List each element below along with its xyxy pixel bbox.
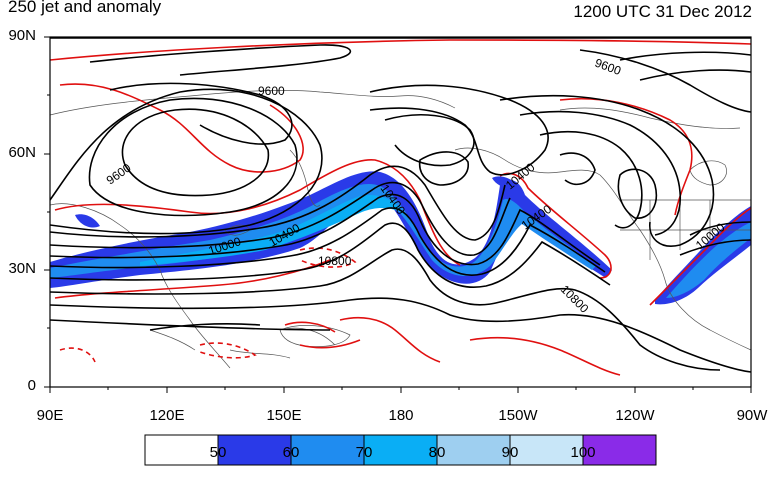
height-contour-14: [50, 319, 331, 331]
height-contour-2: [89, 44, 352, 76]
height-contour-4: [121, 108, 270, 197]
lat-label-60n: 60N: [8, 144, 36, 161]
lat-label-30n: 30N: [8, 260, 36, 277]
height-contour-11: [50, 222, 611, 288]
colorbar-box-6: [582, 434, 657, 466]
height-contour-5: [88, 97, 298, 217]
contour-label: 10800: [558, 282, 592, 316]
anomaly-contour-arctic: [50, 39, 751, 61]
coastline-new-guinea: [279, 325, 351, 347]
height-contour-24: [579, 49, 751, 113]
anomaly-contours: [50, 39, 751, 376]
coastline-east-asia: [50, 203, 231, 369]
anomaly-contour-east-jet: [649, 207, 751, 306]
lon-label-180: 180: [388, 407, 414, 424]
contour-label: 9600: [258, 84, 285, 98]
height-contour-10: [50, 207, 606, 276]
coastline-maritime-continent: [149, 327, 336, 359]
colorbar-box-5: [509, 434, 584, 466]
jet-50-patch-west: [75, 214, 100, 228]
colorbar-label-50: 50: [209, 444, 227, 461]
colorbar-label-100: 100: [570, 444, 596, 461]
height-contour-23: [619, 51, 751, 81]
colorbar-label-90: 90: [501, 444, 519, 461]
height-contour-19: [519, 110, 681, 236]
jet-shading: [50, 171, 751, 305]
height-contour-21: [617, 168, 657, 219]
contour-label: 9600: [593, 56, 623, 78]
colorbar-label-60: 60: [282, 444, 300, 461]
lat-label-0: 0: [27, 377, 36, 394]
height-contour-13: [50, 297, 751, 373]
height-contour-7: [50, 165, 506, 241]
coastline-siberia: [50, 90, 456, 116]
colorbar-label-80: 80: [428, 444, 446, 461]
height-contour-15: [369, 84, 549, 176]
coastline-canada-arctic: [559, 107, 741, 129]
lon-label-120e: 120E: [149, 407, 185, 424]
height-contour-6: [50, 88, 323, 235]
height-contour-9: [50, 193, 601, 266]
lat-label-90n: 90N: [8, 27, 36, 44]
height-contour-17: [418, 151, 469, 186]
coastlines: [50, 90, 751, 369]
jet-50-patch-bering: [492, 176, 518, 188]
plot-frame: [44, 36, 752, 393]
contour-label: 9600: [104, 160, 134, 187]
colorbar-box-3: [363, 434, 438, 466]
anomaly-contour-tropical-1: [284, 321, 361, 349]
anomaly-contour-siberian-low: [59, 83, 304, 173]
height-contour-16: [384, 114, 475, 167]
lon-label-150w: 150W: [498, 407, 538, 424]
jet-50-band-east: [655, 206, 751, 305]
coastline-hudson-bay: [689, 160, 727, 186]
valid-time-label: 1200 UTC 31 Dec 2012: [573, 2, 752, 21]
anomaly-contour-tropical-2: [339, 316, 441, 363]
colorbar-box-4: [436, 434, 511, 466]
map-title: 250 jet and anomaly: [8, 0, 162, 16]
lon-label-150e: 150E: [266, 407, 302, 424]
colorbar-box-0: [144, 434, 219, 466]
contour-label: 10800: [318, 254, 352, 268]
colorbar-label-70: 70: [355, 444, 373, 461]
anomaly-contour-tropical-east: [469, 336, 621, 376]
coastline-alaska: [454, 147, 601, 176]
anomaly-contour-dashed-central: [299, 247, 357, 268]
height-contour-18: [499, 94, 715, 247]
lon-label-90e: 90E: [36, 407, 64, 424]
height-contour-12: [50, 248, 721, 371]
height-contour-20: [539, 130, 643, 229]
anomaly-contour-dashed-southwest: [59, 347, 96, 363]
anomaly-contour-aleutian: [499, 172, 612, 279]
anomaly-contour-dashed-tropical: [199, 342, 257, 359]
jet-70-band: [140, 194, 405, 266]
colorbar: [144, 434, 657, 466]
contour-label-group: 9600 9600 9600 10000 10400 10400 10800 1…: [104, 56, 728, 316]
height-contour-8: [50, 181, 511, 256]
height-contour-22: [559, 152, 596, 186]
lon-label-90w: 90W: [736, 407, 768, 424]
lon-label-120w: 120W: [615, 407, 655, 424]
height-contour-25: [679, 221, 751, 256]
anomaly-contour-alaska-ridge: [559, 97, 693, 216]
